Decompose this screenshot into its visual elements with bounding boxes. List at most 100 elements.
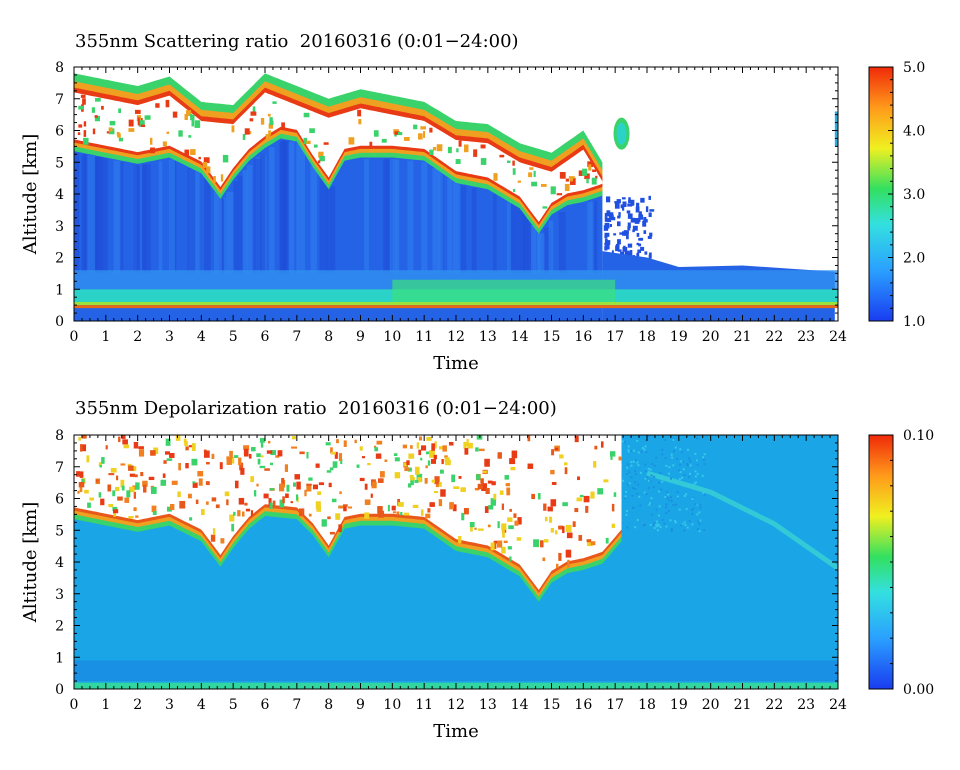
cloud-speckle	[594, 445, 598, 450]
x-tick-label: 4	[197, 329, 206, 345]
aerosol-streak	[204, 178, 211, 274]
cloud-speckle	[567, 559, 570, 568]
noise-speckle	[629, 449, 632, 452]
cloud-speckle	[330, 451, 336, 455]
cloud-speckle	[189, 517, 193, 521]
noise-speckle	[658, 490, 661, 493]
cloud-speckle	[559, 171, 566, 179]
noise-speckle	[667, 472, 670, 475]
noise-speckle	[627, 449, 630, 452]
sparse-echo	[622, 246, 628, 252]
noise-speckle	[661, 518, 664, 521]
sparse-echo	[643, 216, 647, 223]
noise-speckle	[695, 459, 698, 462]
sparse-echo	[609, 224, 612, 228]
sparse-echo	[638, 211, 642, 216]
cloud-speckle	[509, 458, 516, 465]
cloud-speckle	[591, 177, 597, 185]
aerosol-streak	[392, 159, 397, 274]
noise-speckle	[634, 526, 637, 529]
noise-speckle	[627, 445, 630, 448]
cloud-speckle	[198, 156, 201, 160]
cloud-speckle	[540, 540, 544, 548]
cloud-speckle	[77, 132, 81, 136]
cloud-speckle	[290, 501, 293, 504]
cloud-speckle	[99, 465, 103, 468]
cloud-speckle	[79, 486, 83, 493]
aerosol-streak	[213, 191, 222, 274]
aerosol-streak	[242, 170, 248, 274]
noise-speckle	[667, 510, 670, 513]
noise-speckle	[685, 493, 688, 496]
noise-speckle	[687, 448, 690, 451]
x-tick-label: 3	[165, 697, 174, 713]
noise-speckle	[702, 456, 705, 459]
cloud-speckle	[497, 521, 500, 529]
cloud-speckle	[239, 462, 244, 471]
cloud-speckle	[586, 541, 593, 547]
x-tick-label: 15	[543, 697, 561, 713]
cloud-speckle	[550, 186, 556, 195]
cloud-speckle	[336, 439, 339, 444]
cloud-speckle	[101, 105, 104, 110]
cloud-speckle	[135, 109, 141, 114]
cloud-speckle	[605, 537, 609, 544]
scattering-ratio-panel: 355nm Scattering ratio 20160316 (0:01−24…	[20, 31, 925, 374]
noise-speckle	[633, 449, 636, 452]
x-tick-label: 13	[479, 697, 497, 713]
sparse-echo	[605, 240, 611, 245]
cloud-speckle	[197, 470, 204, 477]
cloud-speckle	[447, 146, 452, 154]
cloud-speckle	[340, 458, 343, 465]
y-tick-label: 8	[55, 60, 64, 76]
cloud-speckle	[128, 119, 134, 127]
cloud-speckle	[266, 450, 273, 454]
cloud-speckle	[187, 493, 192, 499]
x-axis-label: Time	[433, 353, 478, 374]
cloud-speckle	[303, 137, 308, 145]
cloud-speckle	[426, 436, 432, 441]
cloud-speckle	[226, 457, 232, 465]
sparse-echo	[643, 230, 647, 234]
cloud-speckle	[313, 144, 318, 148]
cloud-speckle	[504, 475, 509, 480]
sparse-echo	[640, 197, 645, 203]
cloud-speckle	[442, 445, 447, 452]
cloud-speckle	[220, 538, 225, 544]
cloud-speckle	[242, 511, 245, 517]
sparse-echo	[639, 237, 644, 241]
cloud-speckle	[384, 459, 388, 462]
noise-speckle	[668, 499, 671, 502]
x-tick-label: 16	[574, 697, 592, 713]
noise-speckle	[630, 476, 633, 479]
cloud-speckle	[143, 484, 147, 493]
cloud-speckle	[367, 462, 371, 466]
cloud-speckle	[477, 528, 484, 531]
cloud-speckle	[613, 492, 617, 497]
cloud-speckle	[188, 445, 194, 448]
cloud-speckle	[112, 490, 116, 497]
cloud-speckle	[507, 517, 513, 522]
cloud-speckle	[331, 498, 337, 503]
sparse-echo	[617, 249, 622, 252]
cloud-speckle	[202, 161, 208, 168]
noise-speckle	[644, 463, 647, 466]
cloud-speckle	[213, 176, 216, 183]
sparse-echo	[605, 196, 611, 203]
cloud-speckle	[100, 498, 105, 506]
x-tick-label: 4	[197, 697, 206, 713]
cloud-speckle	[330, 447, 333, 454]
noise-speckle	[624, 497, 627, 500]
x-tick-label: 12	[447, 329, 465, 345]
cloud-speckle	[171, 480, 178, 485]
cloud-speckle	[234, 480, 239, 489]
cloud-speckle	[318, 151, 324, 158]
cloud-speckle	[356, 464, 360, 468]
cloud-speckle	[123, 444, 129, 449]
noise-speckle	[674, 503, 677, 506]
noise-speckle	[698, 511, 701, 514]
noise-speckle	[671, 456, 674, 459]
cloud-speckle	[144, 115, 151, 120]
cloud-speckle	[463, 508, 469, 515]
cloud-speckle	[184, 149, 190, 157]
